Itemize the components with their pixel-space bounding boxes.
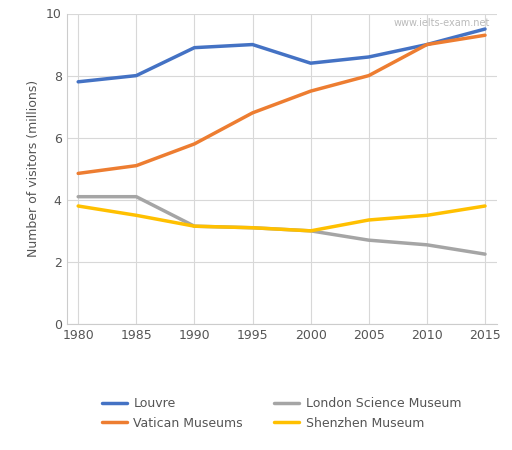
Louvre — [249, 42, 255, 47]
Louvre — [366, 54, 372, 60]
Shenzhen Museum — [308, 228, 314, 234]
Shenzhen Museum — [75, 203, 81, 209]
Louvre — [424, 42, 430, 47]
Shenzhen Museum — [366, 217, 372, 223]
Y-axis label: Number of visitors (millions): Number of visitors (millions) — [27, 80, 40, 257]
Line: Shenzhen Museum: Shenzhen Museum — [78, 206, 485, 231]
Line: London Science Museum: London Science Museum — [78, 197, 485, 254]
Louvre — [308, 60, 314, 66]
Louvre — [75, 79, 81, 85]
London Science Museum — [249, 225, 255, 230]
Shenzhen Museum — [191, 224, 198, 229]
Line: Vatican Museums: Vatican Museums — [78, 35, 485, 173]
London Science Museum — [424, 242, 430, 248]
Line: Louvre: Louvre — [78, 29, 485, 82]
Shenzhen Museum — [249, 225, 255, 230]
Vatican Museums — [482, 32, 488, 38]
Louvre — [482, 26, 488, 32]
Vatican Museums — [424, 42, 430, 47]
Vatican Museums — [308, 88, 314, 94]
Vatican Museums — [133, 163, 139, 168]
Text: www.ielts-exam.net: www.ielts-exam.net — [394, 18, 490, 28]
Vatican Museums — [366, 73, 372, 78]
Vatican Museums — [191, 141, 198, 147]
Louvre — [191, 45, 198, 50]
Shenzhen Museum — [133, 212, 139, 218]
Vatican Museums — [75, 171, 81, 176]
Legend: Louvre, Vatican Museums, London Science Museum, Shenzhen Museum: Louvre, Vatican Museums, London Science … — [97, 392, 466, 435]
London Science Museum — [75, 194, 81, 199]
London Science Museum — [308, 228, 314, 234]
Louvre — [133, 73, 139, 78]
Shenzhen Museum — [424, 212, 430, 218]
London Science Museum — [133, 194, 139, 199]
London Science Museum — [366, 238, 372, 243]
Shenzhen Museum — [482, 203, 488, 209]
Vatican Museums — [249, 110, 255, 116]
London Science Museum — [482, 252, 488, 257]
London Science Museum — [191, 224, 198, 229]
